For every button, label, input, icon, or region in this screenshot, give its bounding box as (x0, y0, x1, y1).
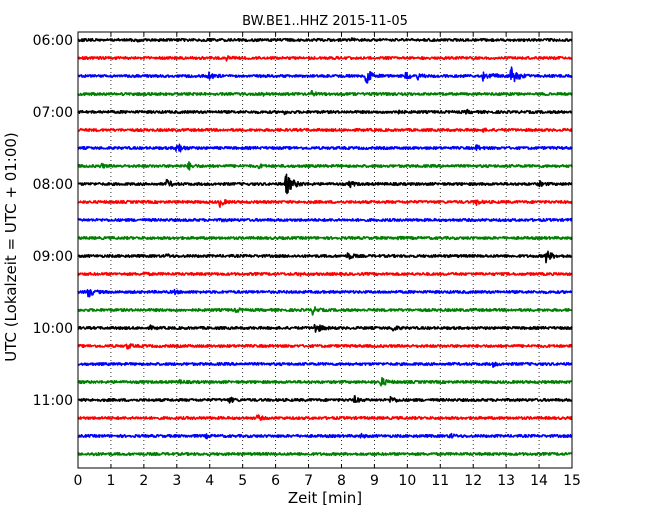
seismic-trace (77, 199, 573, 208)
x-tick-label: 3 (172, 473, 181, 489)
x-axis-label: Zeit [min] (288, 489, 362, 507)
seismic-trace (77, 235, 573, 241)
x-tick-label: 7 (304, 473, 313, 489)
x-axis-ticks: 0 1 2 3 4 5 6 7 8 9 10 11 12 13 14 15 (74, 32, 581, 489)
seismic-trace (77, 451, 573, 457)
y-tick-label: 08:00 (33, 177, 73, 193)
y-tick-label: 07:00 (33, 105, 73, 121)
seismic-trace (77, 127, 573, 133)
seismic-trace (77, 395, 573, 404)
y-tick-label: 06:00 (33, 33, 73, 49)
seismic-traces (77, 37, 573, 457)
x-tick-label: 2 (139, 473, 148, 489)
seismic-trace (77, 37, 573, 43)
y-tick-label: 09:00 (33, 249, 73, 265)
seismic-trace (77, 306, 573, 316)
x-tick-label: 8 (337, 473, 346, 489)
seismic-trace (77, 55, 573, 62)
seismic-trace (77, 250, 573, 264)
x-tick-label: 10 (398, 473, 416, 489)
chart-title: BW.BE1..HHZ 2015-11-05 (242, 14, 408, 29)
x-tick-label: 15 (563, 473, 581, 489)
grid-lines (110, 32, 540, 468)
seismic-trace (77, 217, 573, 223)
seismic-trace (77, 66, 573, 84)
y-tick-label: 11:00 (33, 393, 73, 409)
seismic-trace (77, 432, 573, 440)
y-axis-label: UTC (Lokalzeit = UTC + 01:00) (2, 132, 20, 362)
seismic-trace (77, 323, 573, 333)
y-tick-label: 10:00 (33, 321, 73, 337)
seismic-trace (77, 361, 573, 369)
plot-frame (77, 31, 573, 469)
seismic-trace (77, 89, 573, 97)
x-tick-label: 6 (271, 473, 280, 489)
x-tick-label: 4 (205, 473, 214, 489)
x-tick-label: 14 (530, 473, 548, 489)
seismic-trace (77, 288, 573, 298)
x-tick-label: 9 (370, 473, 379, 489)
seismic-trace (77, 173, 573, 195)
seismic-trace (77, 343, 573, 350)
plot-area (78, 32, 572, 468)
seismic-trace (77, 377, 573, 387)
x-tick-label: 12 (464, 473, 482, 489)
seismic-trace (77, 161, 573, 171)
seismic-trace (77, 108, 573, 116)
x-tick-label: 5 (238, 473, 247, 489)
seismic-trace (77, 414, 573, 421)
seismic-trace (77, 271, 573, 277)
x-tick-label: 0 (74, 473, 83, 489)
y-axis-ticks: 06:00 07:00 08:00 09:00 10:00 11:00 (33, 33, 572, 409)
seismic-trace (77, 143, 573, 153)
x-tick-label: 11 (431, 473, 449, 489)
x-tick-label: 13 (497, 473, 515, 489)
x-tick-label: 1 (106, 473, 115, 489)
